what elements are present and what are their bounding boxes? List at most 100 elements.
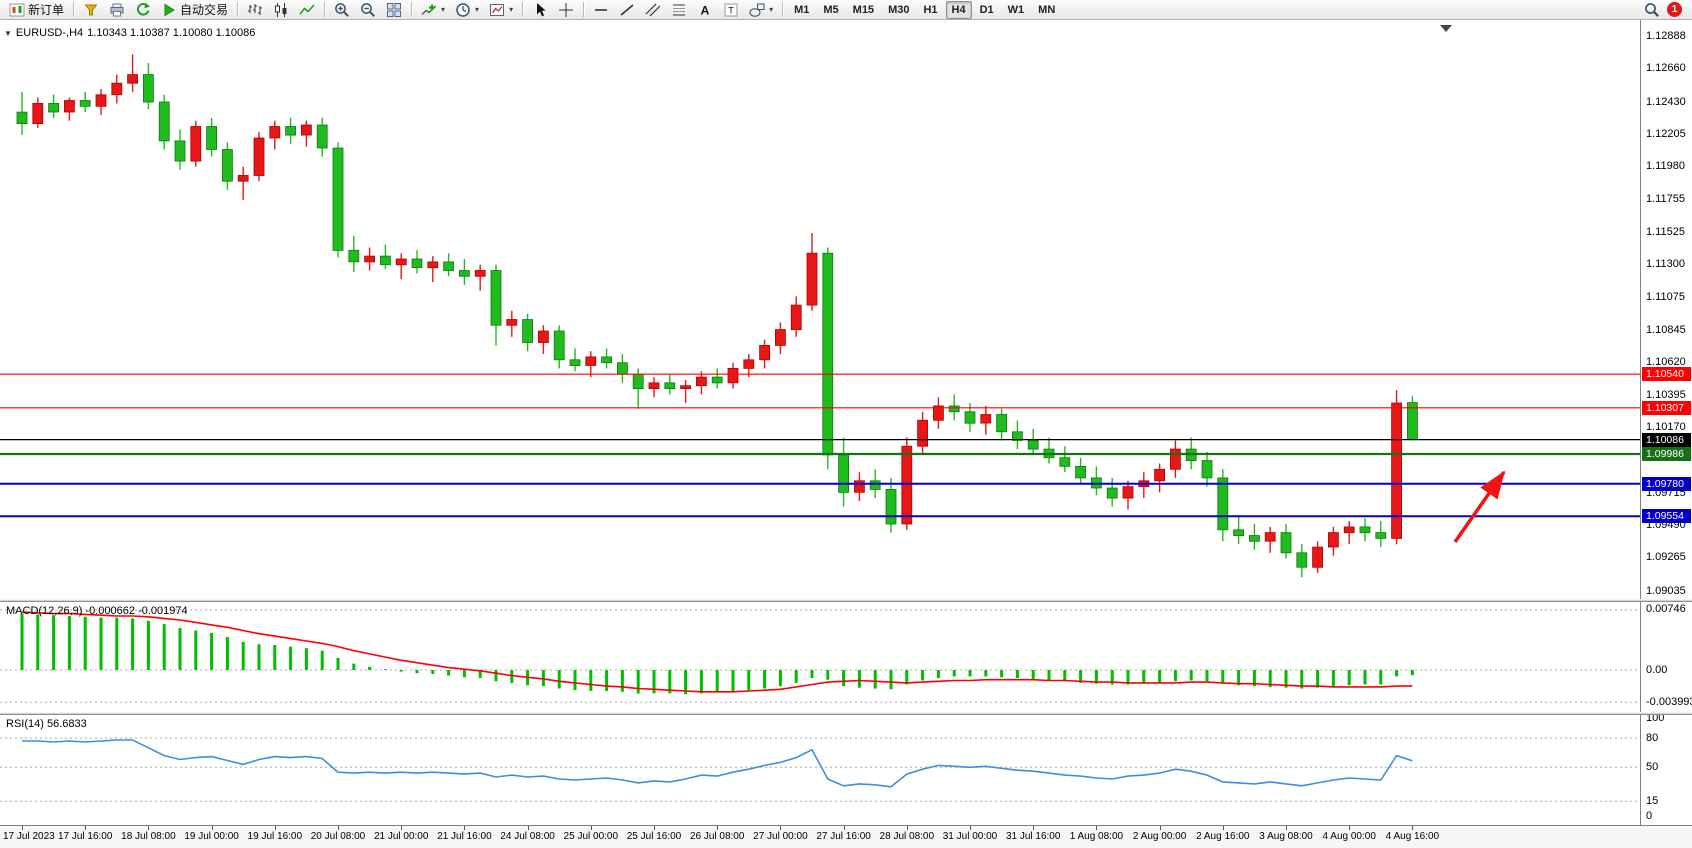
trendline-button[interactable] (615, 0, 639, 20)
candle-body (316, 124, 328, 149)
rsi-chart (0, 737, 1640, 802)
candle-body (32, 103, 44, 125)
time-tick (338, 826, 339, 830)
autotrading-button[interactable]: 自动交易 (157, 0, 232, 20)
shapes-button[interactable]: ▾ (745, 0, 777, 20)
candle-body (1170, 448, 1181, 470)
toolbar-separator (237, 2, 239, 17)
price-tick-label: 1.11980 (1646, 160, 1685, 173)
candle-body (443, 261, 455, 271)
text-t-icon: T (724, 3, 738, 16)
zoom-in-button[interactable] (330, 0, 354, 20)
indicators-button[interactable]: ▾ (417, 0, 449, 20)
line-chart-button[interactable] (295, 0, 319, 20)
toolbar-separator (782, 2, 784, 17)
metaeditor-icon (84, 4, 98, 15)
timeframe-button-mn[interactable]: MN (1038, 3, 1056, 16)
candle-body (190, 126, 202, 162)
candle-body (743, 359, 755, 369)
price-tick-label: 1.12205 (1646, 127, 1686, 140)
price-level-badge: 1.10086 (1642, 432, 1691, 447)
candle-body (206, 126, 218, 150)
timeframe-button-w1[interactable]: W1 (1007, 3, 1025, 16)
price-tick-label: 1.11755 (1646, 192, 1685, 205)
time-tick-label: 25 Jul 00:00 (563, 831, 619, 842)
chevron-down-icon[interactable]: ▾ (475, 5, 480, 14)
timeframe-button-m5[interactable]: M5 (823, 3, 839, 16)
new-order-button[interactable]: 新订单 (5, 0, 68, 20)
macd-pane[interactable] (0, 602, 1640, 712)
price-tick-label: 1.10845 (1646, 323, 1686, 336)
zoom-out-button[interactable] (356, 0, 380, 20)
candle-body (253, 137, 265, 176)
text-button[interactable]: A (693, 0, 717, 20)
timeframe-button-m1[interactable]: M1 (794, 3, 810, 16)
timeframe-button-m15[interactable]: M15 (852, 3, 875, 16)
time-tick (654, 826, 655, 830)
chevron-down-icon[interactable]: ▾ (509, 5, 514, 14)
candle-body (269, 126, 281, 139)
timeframe-button-m30[interactable]: M30 (888, 3, 910, 16)
search-button[interactable] (1640, 0, 1664, 20)
time-tick (1096, 826, 1098, 830)
tile-windows-icon (387, 2, 402, 17)
horizontal-line-button[interactable] (589, 0, 613, 20)
indicators-icon (421, 4, 436, 15)
candlestick-chart[interactable] (0, 22, 1640, 599)
timeframe-button-h4[interactable]: H4 (945, 0, 972, 19)
tile-windows-button[interactable] (382, 0, 406, 20)
price-axis[interactable]: 1.12888 1.12660 1.12430 1.12205 1.11980 1.117… (1640, 20, 1692, 825)
cursor-button[interactable] (528, 0, 552, 20)
horizontal-line-icon (595, 8, 608, 11)
time-tick-label: 21 Jul 00:00 (373, 831, 429, 842)
chevron-down-icon[interactable]: ▾ (769, 5, 774, 14)
pane-separator[interactable] (0, 599, 1692, 602)
print-button[interactable] (105, 0, 129, 20)
candle-body (1217, 477, 1229, 531)
svg-text:T: T (728, 5, 734, 15)
time-tick-label: 4 Aug 16:00 (1385, 831, 1440, 842)
chevron-down-icon[interactable]: ▼ (4, 28, 12, 38)
candle-body (1264, 532, 1276, 542)
toolbar: 新订单 自动交易 ▾ ▾ ▾ A T ▾ M1 M5 M15 M30 H1 H4 D1 W1 MN 1 (0, 0, 1692, 20)
timeframe-button-d1[interactable]: D1 (979, 3, 994, 16)
main-chart-pane[interactable]: ▼ EURUSD-,H4 1.10343 1.10387 1.10080 1.1… (0, 22, 1640, 599)
label-button[interactable]: T (719, 0, 743, 20)
rsi-axis-label: 0 (1646, 809, 1653, 822)
rsi-pane[interactable] (0, 715, 1640, 825)
time-tick-label: 4 Aug 00:00 (1322, 831, 1376, 842)
time-tick-label: 3 Aug 08:00 (1259, 831, 1313, 842)
cursor-icon (537, 2, 546, 16)
time-axis[interactable]: 17 Jul 2023 17 Jul 16:00 18 Jul 08:00 19 Ju… (0, 825, 1692, 848)
refresh-button[interactable] (131, 0, 155, 20)
fibonacci-button[interactable] (667, 0, 691, 20)
candle-body (1343, 526, 1355, 534)
shapes-icon (749, 3, 765, 17)
price-level-badge: 1.10540 (1642, 367, 1691, 382)
bar-chart-button[interactable] (243, 0, 267, 20)
candlestick-chart-button[interactable] (269, 0, 293, 20)
timeframe-button-h1[interactable]: H1 (923, 3, 938, 16)
candle-body (1201, 460, 1213, 479)
time-tick (1159, 826, 1161, 830)
notification-badge[interactable]: 1 (1667, 2, 1682, 17)
chart-shift-marker[interactable] (1440, 25, 1452, 32)
text-a-icon: A (701, 3, 710, 17)
channel-button[interactable] (641, 0, 665, 20)
candle-body (111, 82, 123, 96)
candle-body (1154, 468, 1165, 482)
templates-button[interactable]: ▾ (485, 0, 517, 20)
time-tick-label: 2 Aug 00:00 (1132, 831, 1187, 842)
macd-axis-label: 0.00746 (1646, 603, 1686, 616)
refresh-icon (137, 2, 151, 16)
periods-button[interactable]: ▾ (451, 0, 483, 20)
time-tick-label: 31 Jul 16:00 (1005, 831, 1061, 842)
trend-arrow-annotation[interactable] (1453, 470, 1506, 544)
candle-body (585, 356, 597, 366)
metaeditor-button[interactable] (79, 0, 103, 20)
chevron-down-icon[interactable]: ▾ (441, 5, 446, 14)
crosshair-button[interactable] (554, 0, 578, 20)
toolbar-separator (411, 2, 413, 17)
pane-separator[interactable] (0, 712, 1692, 715)
candle-body (237, 174, 249, 182)
